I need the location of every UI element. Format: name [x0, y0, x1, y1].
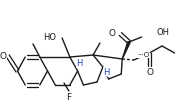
Text: O: O	[108, 28, 115, 38]
Text: HO: HO	[43, 32, 56, 42]
Text: O: O	[0, 52, 6, 60]
Text: H: H	[104, 68, 110, 76]
Text: ··: ··	[104, 73, 109, 83]
Text: H: H	[76, 58, 83, 68]
Text: ···O: ···O	[137, 52, 149, 58]
Text: F: F	[66, 93, 71, 101]
Text: OH: OH	[156, 28, 169, 37]
Polygon shape	[122, 42, 130, 59]
Text: O: O	[147, 68, 154, 76]
